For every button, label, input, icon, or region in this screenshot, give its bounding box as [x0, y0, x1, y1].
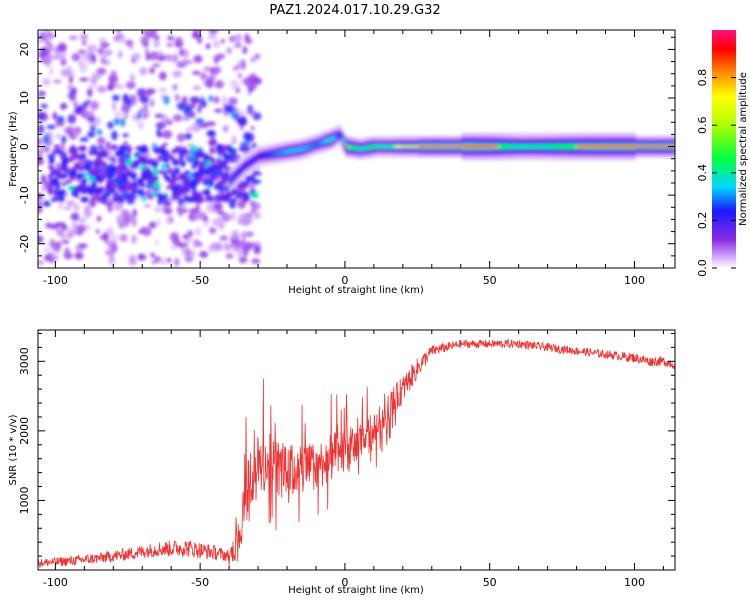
snr-xtick-label: -100 [43, 576, 68, 589]
snr-xtick-label: 50 [483, 576, 497, 589]
snr-xtick-label: -50 [191, 576, 209, 589]
spectrogram-image [38, 30, 675, 267]
colorbar-ticks: 0.0 0.2 0.4 0.6 0.8 [696, 69, 736, 277]
snr-xtick-label: 0 [341, 576, 348, 589]
spectrogram-xtick-label: 0 [341, 274, 348, 287]
colorbar-gradient [712, 30, 736, 268]
colorbar: 0.0 0.2 0.4 0.6 0.8 Normalized spectral ampl… [696, 30, 749, 277]
spectrogram-ytick-label: -10 [18, 186, 31, 204]
colorbar-tick-label: 0.8 [696, 69, 709, 87]
spectrogram-xtick-label: 100 [624, 274, 645, 287]
spectrogram-xtick-label: 50 [483, 274, 497, 287]
spectrogram-ytick-label: 20 [18, 42, 31, 56]
spectrogram-xlabel: Height of straight line (km) [288, 285, 424, 296]
snr-xlabel: Height of straight line (km) [288, 585, 424, 596]
snr-ytick-label: 3000 [18, 347, 31, 375]
snr-series-line [38, 338, 675, 568]
colorbar-tick-label: 0.0 [696, 259, 709, 277]
spectrogram-ytick-label: -20 [18, 235, 31, 253]
snr-xtick-label: 100 [624, 576, 645, 589]
spectrogram-xtick-label: -50 [191, 274, 209, 287]
snr-ylabel: SNR (10 * v/v) [8, 414, 19, 485]
snr-axes: -100 -50 0 50 100 1000 2000 3000 [18, 330, 675, 589]
snr-ytick-label: 2000 [18, 417, 31, 445]
colorbar-tick-label: 0.4 [696, 164, 709, 182]
colorbar-tick-label: 0.2 [696, 212, 709, 230]
figure-title: PAZ1.2024.017.10.29.G32 [269, 3, 440, 18]
colorbar-label: Normalized spectral amplitude [738, 72, 749, 226]
spectrogram-frame [37, 29, 676, 269]
spectrogram-ylabel: Frequency (Hz) [8, 111, 19, 187]
spectrogram-ytick-label: 0 [18, 143, 31, 150]
spectrogram-xtick-label: -100 [43, 274, 68, 287]
snr-ytick-label: 1000 [18, 486, 31, 514]
snr-frame [37, 329, 676, 571]
snr-panel: -100 -50 0 50 100 1000 2000 3000 Height of stra… [8, 329, 676, 596]
colorbar-tick-label: 0.6 [696, 116, 709, 134]
spectrogram-ytick-label: 10 [18, 91, 31, 105]
